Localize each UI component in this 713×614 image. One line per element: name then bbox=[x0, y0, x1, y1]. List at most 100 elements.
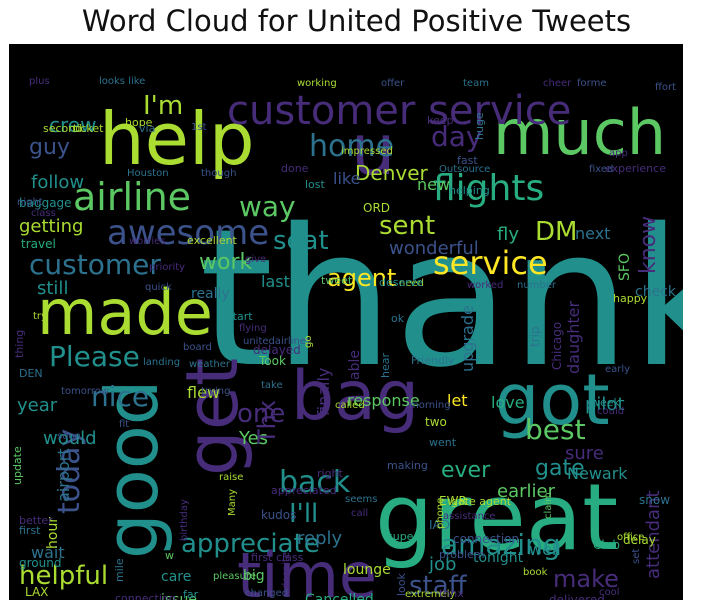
word-really: really bbox=[191, 286, 230, 302]
word-would: would bbox=[43, 428, 97, 449]
word-day: day bbox=[431, 120, 483, 153]
word-year: year bbox=[17, 395, 58, 416]
word-u: u bbox=[351, 109, 395, 191]
word-upgrade: upgrade bbox=[458, 305, 477, 372]
word-could: could bbox=[597, 406, 624, 417]
word-work: work bbox=[199, 250, 252, 275]
word-new: new bbox=[417, 175, 450, 194]
word-daughter: daughter bbox=[564, 300, 583, 374]
word-next: next bbox=[575, 224, 610, 243]
word-denver: Denver bbox=[355, 161, 429, 185]
word-hour: hour bbox=[45, 517, 61, 549]
word-club: Club bbox=[593, 538, 620, 552]
word-amazing: amazing bbox=[441, 528, 561, 561]
word-better: better bbox=[19, 514, 53, 527]
word-today: today bbox=[52, 429, 87, 514]
word-try: try bbox=[33, 311, 47, 322]
word-pleasure: pleasure bbox=[213, 571, 256, 582]
word-ok: ok bbox=[391, 312, 405, 325]
word-delayed: delayed bbox=[253, 343, 301, 357]
word-class: class bbox=[31, 208, 56, 219]
word-priority: priority bbox=[149, 262, 185, 273]
word-many: Many bbox=[227, 489, 238, 516]
word-made: made bbox=[37, 276, 213, 349]
word-raise: raise bbox=[219, 472, 243, 483]
word-love: love bbox=[491, 393, 525, 412]
word-unitedairlines: unitedairlines bbox=[243, 336, 311, 347]
word-deserve: deserve bbox=[379, 276, 423, 289]
word-staff: staff bbox=[409, 571, 468, 600]
word-book: book bbox=[523, 567, 548, 578]
word-nice: nice bbox=[91, 380, 149, 413]
word-via: via bbox=[139, 122, 155, 135]
word-back: back bbox=[279, 465, 351, 500]
word-look: look bbox=[395, 572, 408, 596]
word-1st: 1st bbox=[191, 122, 207, 133]
word-app: app bbox=[609, 148, 628, 159]
word-ground: ground bbox=[19, 556, 61, 570]
word-last: last bbox=[261, 272, 290, 291]
word-friendly: Friendly bbox=[411, 354, 455, 367]
word-appreciated: appreciated bbox=[271, 484, 337, 497]
word-big: big bbox=[243, 568, 265, 584]
word-office: office bbox=[617, 532, 644, 543]
word-kudos: kudos bbox=[261, 508, 296, 522]
word-mile: mile bbox=[113, 558, 126, 582]
word-appreciate: appreciate bbox=[181, 529, 320, 559]
word-chicago: Chicago bbox=[550, 322, 564, 370]
word-working: working bbox=[297, 78, 337, 89]
word-ffort: ffort bbox=[655, 82, 676, 93]
word-way: way bbox=[239, 190, 296, 223]
word-yes: Yes bbox=[238, 428, 268, 449]
word-keep: keep bbox=[427, 114, 454, 127]
word-gate-agent: gate agent bbox=[451, 495, 512, 508]
word-two: two bbox=[425, 415, 447, 429]
word-ord: ORD bbox=[363, 201, 390, 215]
word-able: able bbox=[347, 350, 363, 380]
word-fly: fly bbox=[497, 224, 519, 245]
word-trying: trying bbox=[201, 386, 230, 397]
word-den: DEN bbox=[19, 367, 43, 380]
word-cheer: cheer bbox=[543, 78, 572, 89]
word-service: service bbox=[433, 244, 548, 282]
word-outsource: Outsource bbox=[439, 164, 490, 175]
word-care: care bbox=[161, 569, 191, 585]
word-connection: connection bbox=[453, 532, 519, 546]
word-go: go bbox=[303, 336, 314, 348]
word-went: went bbox=[429, 436, 457, 449]
word-snow: snow bbox=[639, 493, 670, 507]
word-tweet: tweet bbox=[321, 274, 353, 287]
word-newark: Newark bbox=[567, 464, 628, 483]
word-problem: problem bbox=[439, 548, 485, 561]
word-forme: forme bbox=[577, 78, 606, 89]
word-agent: agent bbox=[327, 264, 396, 292]
word-got: got bbox=[495, 359, 610, 441]
word-experience: experience bbox=[605, 162, 666, 175]
word-home: home bbox=[309, 129, 394, 164]
word-guy: guy bbox=[29, 135, 70, 160]
word-huge: huge bbox=[473, 112, 486, 140]
word-call: call bbox=[351, 508, 368, 519]
word-gate: gate bbox=[535, 456, 585, 481]
word-help: help bbox=[99, 97, 255, 181]
word-seems: seems bbox=[345, 494, 377, 505]
word-lax: LAX bbox=[25, 585, 48, 599]
word-thank: thank bbox=[199, 188, 683, 409]
word-get: get bbox=[170, 358, 254, 476]
word-night: night bbox=[17, 197, 43, 208]
word-bag: bag bbox=[291, 357, 419, 436]
word-crew: crew bbox=[49, 113, 96, 137]
word-delay: delay bbox=[623, 533, 656, 547]
word-board: board bbox=[183, 342, 212, 353]
word-done: done bbox=[281, 162, 309, 175]
word-far: far bbox=[183, 588, 199, 600]
word-ticket: ticket bbox=[73, 122, 104, 135]
word-flying: flying bbox=[239, 323, 267, 334]
word-impressed: impressed bbox=[341, 146, 393, 157]
word-quick: quick bbox=[145, 282, 172, 293]
word-delivered: delivered bbox=[549, 593, 605, 600]
word-morning: morning bbox=[409, 400, 451, 411]
word-know: know bbox=[636, 216, 661, 274]
